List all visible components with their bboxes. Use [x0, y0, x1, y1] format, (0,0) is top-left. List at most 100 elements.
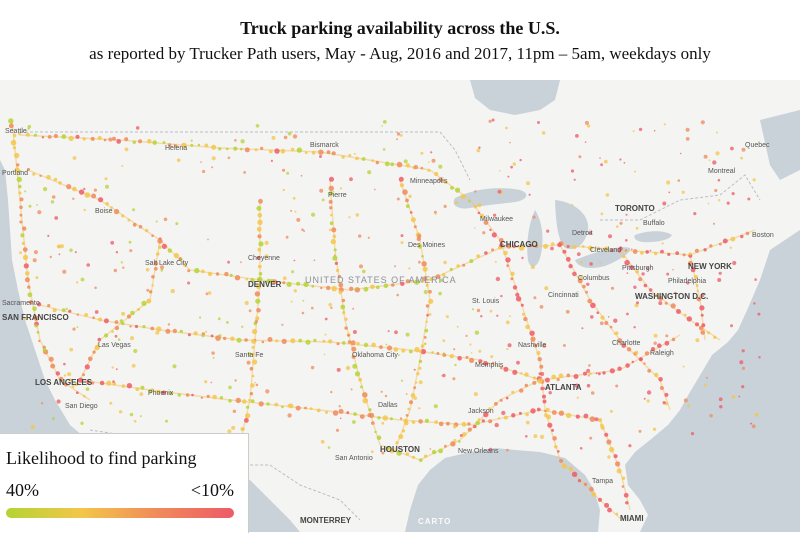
parking-site-dot[interactable] [693, 275, 698, 279]
parking-site-dot[interactable] [503, 250, 508, 256]
parking-site-dot[interactable] [258, 198, 263, 204]
parking-site-dot[interactable] [354, 287, 357, 290]
parking-site-dot[interactable] [336, 268, 340, 273]
parking-site-dot[interactable] [441, 374, 444, 377]
parking-site-dot[interactable] [56, 399, 61, 404]
parking-site-dot[interactable] [633, 326, 636, 329]
parking-site-dot[interactable] [747, 197, 751, 201]
parking-site-dot[interactable] [465, 334, 468, 337]
parking-site-dot[interactable] [515, 292, 520, 297]
parking-site-dot[interactable] [621, 343, 626, 348]
parking-site-dot[interactable] [686, 316, 692, 322]
parking-site-dot[interactable] [190, 143, 194, 147]
parking-site-dot[interactable] [114, 325, 120, 331]
parking-site-dot[interactable] [506, 264, 510, 267]
parking-site-dot[interactable] [688, 252, 692, 256]
parking-site-dot[interactable] [400, 241, 404, 245]
parking-site-dot[interactable] [676, 309, 681, 314]
parking-site-dot[interactable] [479, 213, 485, 219]
parking-site-dot[interactable] [436, 352, 440, 355]
parking-site-dot[interactable] [481, 419, 485, 423]
parking-site-dot[interactable] [328, 228, 332, 232]
parking-site-dot[interactable] [741, 349, 745, 353]
parking-site-dot[interactable] [498, 238, 504, 243]
parking-site-dot[interactable] [434, 420, 439, 424]
parking-site-dot[interactable] [516, 360, 520, 365]
parking-site-dot[interactable] [600, 163, 603, 167]
parking-site-dot[interactable] [46, 174, 51, 180]
parking-site-dot[interactable] [497, 417, 501, 420]
parking-site-dot[interactable] [212, 356, 215, 359]
parking-site-dot[interactable] [529, 330, 535, 336]
parking-site-dot[interactable] [545, 407, 550, 412]
parking-site-dot[interactable] [129, 325, 132, 328]
parking-site-dot[interactable] [367, 236, 370, 239]
parking-site-dot[interactable] [151, 284, 154, 287]
parking-site-dot[interactable] [83, 394, 86, 398]
parking-site-dot[interactable] [718, 397, 723, 402]
parking-site-dot[interactable] [537, 357, 542, 362]
parking-site-dot[interactable] [473, 227, 476, 229]
parking-site-dot[interactable] [86, 263, 90, 267]
parking-site-dot[interactable] [585, 290, 588, 294]
parking-site-dot[interactable] [336, 367, 341, 372]
parking-site-dot[interactable] [228, 399, 232, 403]
parking-site-dot[interactable] [326, 285, 331, 291]
parking-site-dot[interactable] [338, 290, 343, 295]
parking-site-dot[interactable] [223, 336, 227, 341]
parking-site-dot[interactable] [371, 421, 375, 425]
parking-site-dot[interactable] [570, 169, 575, 173]
parking-site-dot[interactable] [174, 144, 178, 148]
parking-site-dot[interactable] [537, 378, 543, 384]
parking-site-dot[interactable] [578, 155, 582, 159]
parking-site-dot[interactable] [82, 137, 86, 141]
parking-site-dot[interactable] [714, 188, 718, 193]
parking-site-dot[interactable] [129, 336, 135, 341]
parking-site-dot[interactable] [420, 344, 425, 348]
parking-site-dot[interactable] [554, 445, 558, 449]
parking-site-dot[interactable] [400, 379, 404, 382]
parking-site-dot[interactable] [161, 390, 167, 395]
parking-site-dot[interactable] [740, 156, 743, 160]
parking-site-dot[interactable] [542, 343, 547, 348]
parking-site-dot[interactable] [343, 309, 345, 312]
parking-site-dot[interactable] [600, 315, 605, 320]
parking-site-dot[interactable] [628, 444, 632, 448]
parking-site-dot[interactable] [610, 249, 614, 252]
parking-site-dot[interactable] [274, 148, 280, 154]
parking-site-dot[interactable] [421, 261, 427, 267]
parking-site-dot[interactable] [515, 296, 522, 302]
parking-site-dot[interactable] [236, 337, 242, 343]
parking-site-dot[interactable] [634, 350, 639, 355]
parking-site-dot[interactable] [411, 420, 416, 424]
parking-site-dot[interactable] [228, 385, 232, 390]
parking-site-dot[interactable] [532, 380, 537, 385]
parking-site-dot[interactable] [414, 381, 418, 384]
parking-site-dot[interactable] [78, 189, 85, 195]
parking-site-dot[interactable] [337, 274, 341, 279]
parking-site-dot[interactable] [204, 380, 208, 384]
parking-site-dot[interactable] [418, 359, 423, 364]
parking-site-dot[interactable] [250, 278, 255, 283]
parking-site-dot[interactable] [362, 269, 366, 274]
parking-site-dot[interactable] [708, 159, 711, 162]
parking-site-dot[interactable] [282, 188, 285, 192]
parking-site-dot[interactable] [505, 257, 511, 263]
parking-site-dot[interactable] [383, 283, 389, 289]
parking-site-dot[interactable] [367, 170, 372, 175]
parking-site-dot[interactable] [97, 135, 102, 141]
parking-site-dot[interactable] [441, 273, 446, 277]
parking-site-dot[interactable] [445, 315, 449, 319]
parking-site-dot[interactable] [529, 244, 533, 248]
parking-site-dot[interactable] [324, 333, 327, 336]
parking-site-dot[interactable] [234, 275, 241, 281]
parking-site-dot[interactable] [252, 359, 258, 365]
parking-site-dot[interactable] [575, 414, 580, 419]
map-canvas[interactable]: UNITED STATES OF AMERICA Seattle Portland… [0, 80, 800, 532]
parking-site-dot[interactable] [438, 421, 444, 427]
parking-site-dot[interactable] [408, 267, 411, 270]
parking-site-dot[interactable] [187, 333, 191, 337]
parking-site-dot[interactable] [48, 356, 54, 362]
parking-site-dot[interactable] [544, 286, 549, 291]
parking-site-dot[interactable] [583, 482, 588, 486]
